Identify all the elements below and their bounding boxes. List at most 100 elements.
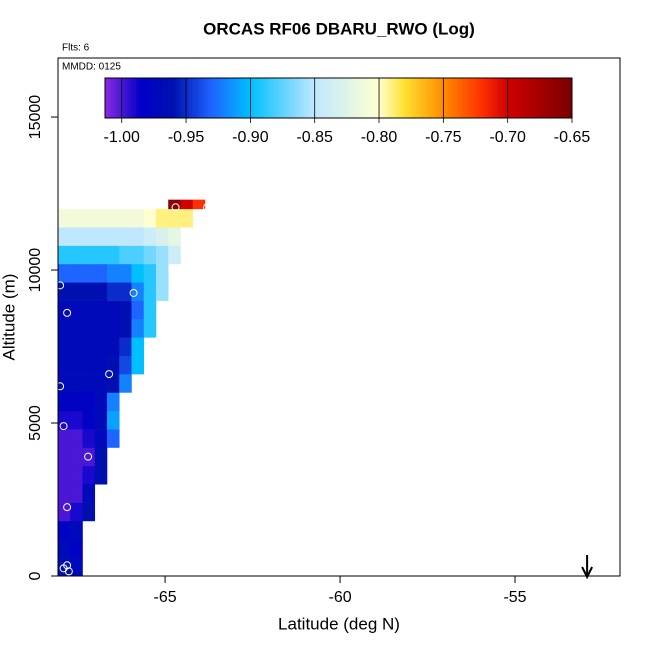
colorbar-swatch	[394, 78, 399, 118]
colorbar-swatch	[435, 78, 439, 118]
colorbar-swatch	[238, 78, 243, 118]
heatmap-cell	[70, 245, 83, 265]
colorbar-swatch	[550, 78, 554, 118]
heatmap-cell	[131, 355, 145, 375]
colorbar-swatch	[329, 78, 333, 118]
flight-point	[84, 452, 93, 461]
colorbar-tick-label: -0.70	[489, 129, 526, 146]
colorbar-swatch	[459, 78, 464, 118]
colorbar-swatch	[556, 78, 561, 118]
heatmap-cell	[106, 374, 120, 393]
colorbar-swatch	[170, 78, 174, 118]
colorbar-swatch	[453, 78, 458, 118]
colorbar-swatch	[167, 78, 171, 118]
heatmap-cell	[70, 263, 83, 283]
heatmap-cell	[82, 337, 96, 357]
heatmap-cell	[155, 227, 169, 246]
colorbar-swatch	[397, 78, 402, 118]
heatmap-cell	[58, 410, 71, 430]
heatmap-cell	[70, 484, 83, 503]
heatmap-cell	[70, 392, 83, 412]
y-tick-label: 15000	[27, 95, 44, 140]
heatmap-cell	[131, 208, 145, 228]
heatmap-cell	[119, 208, 132, 228]
heatmap-cell	[94, 208, 108, 228]
colorbar-swatch	[344, 78, 349, 118]
colorbar-swatch	[543, 78, 548, 118]
heatmap-cell	[131, 282, 145, 301]
colorbar-swatch	[232, 78, 237, 118]
colorbar-swatch	[534, 78, 539, 118]
colorbar-swatch	[403, 78, 408, 118]
heatmap-cell	[70, 465, 83, 485]
colorbar-swatch	[273, 78, 277, 118]
flight-point	[59, 422, 68, 431]
heatmap-cell	[94, 282, 108, 301]
plot-frame	[57, 57, 621, 577]
heatmap-cell	[106, 282, 120, 301]
heatmap-cell	[58, 337, 71, 357]
y-tick-label: 10000	[27, 248, 44, 293]
heatmap-cell	[70, 318, 83, 338]
colorbar-swatch	[270, 78, 274, 118]
heatmap-cell	[70, 429, 83, 448]
heatmap-cell	[82, 245, 96, 265]
colorbar-swatch	[466, 78, 470, 118]
colorbar-swatch	[207, 78, 212, 118]
colorbar-swatch	[157, 78, 162, 118]
colorbar-swatch	[481, 78, 486, 118]
flight-point	[56, 281, 65, 290]
colorbar-swatch	[210, 78, 215, 118]
colorbar-swatch	[185, 78, 190, 118]
colorbar-swatch	[332, 78, 336, 118]
heatmap-cell	[82, 484, 96, 503]
heatmap-cell	[131, 337, 145, 357]
heatmap-cell	[119, 227, 132, 246]
colorbar-swatch	[522, 78, 526, 118]
heatmap-cell	[82, 465, 96, 485]
heatmap-cell	[143, 208, 157, 228]
colorbar-swatch	[213, 78, 218, 118]
colorbar-swatch	[568, 78, 573, 118]
heatmap-cell	[143, 245, 157, 265]
colorbar-tick-label: -0.75	[425, 129, 462, 146]
heatmap-cell	[82, 355, 96, 375]
colorbar-swatch	[164, 78, 168, 118]
colorbar-swatch	[388, 78, 392, 118]
heatmap-cell	[94, 227, 108, 246]
colorbar-swatch	[413, 78, 417, 118]
heatmap-cell	[70, 300, 83, 320]
colorbar-swatch	[347, 78, 352, 118]
heatmap-cell	[106, 300, 120, 320]
flight-point	[56, 382, 65, 391]
heatmap-cell	[119, 245, 132, 265]
heatmap-cell	[168, 245, 181, 265]
colorbar-swatch	[531, 78, 536, 118]
colorbar-swatch	[189, 78, 193, 118]
heatmap-cell	[106, 410, 120, 430]
colorbar-swatch	[310, 78, 315, 118]
heatmap-cell	[119, 374, 132, 393]
colorbar-tick-label: -0.65	[554, 129, 591, 146]
heatmap-cell	[58, 208, 71, 228]
colorbar-swatch	[469, 78, 473, 118]
heatmap-cell	[94, 263, 108, 283]
heatmap-cell	[131, 227, 145, 246]
colorbar-swatch	[154, 78, 159, 118]
colorbar-swatch	[176, 78, 181, 118]
heatmap-cell	[106, 227, 120, 246]
colorbar-swatch	[487, 78, 492, 118]
heatmap-cell	[192, 199, 206, 210]
heatmap-cell	[106, 392, 120, 412]
colorbar-swatch	[491, 78, 495, 118]
colorbar-swatch	[444, 78, 448, 118]
heatmap-cell	[106, 208, 120, 228]
colorbar-swatch	[382, 78, 386, 118]
colorbar-swatch	[338, 78, 343, 118]
colorbar-swatch	[562, 78, 567, 118]
colorbar-swatch	[133, 78, 137, 118]
colorbar-swatch	[298, 78, 302, 118]
colorbar-swatch	[294, 78, 299, 118]
heatmap-cell	[106, 337, 120, 357]
heatmap-cell	[131, 263, 145, 283]
